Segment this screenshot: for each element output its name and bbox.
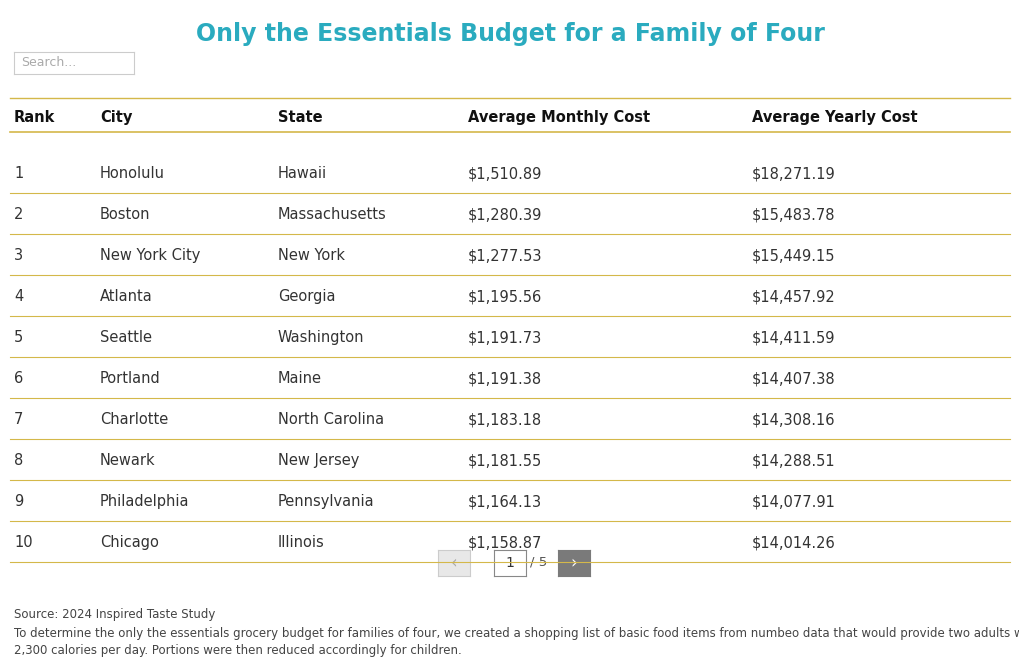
Text: New York: New York	[278, 248, 344, 263]
Text: $1,181.55: $1,181.55	[468, 454, 542, 468]
Text: 6: 6	[14, 371, 23, 386]
Text: Source: 2024 Inspired Taste Study: Source: 2024 Inspired Taste Study	[14, 608, 215, 621]
Text: New Jersey: New Jersey	[278, 454, 359, 468]
Text: / 5: / 5	[530, 555, 547, 569]
Text: Average Yearly Cost: Average Yearly Cost	[751, 110, 917, 125]
Text: Boston: Boston	[100, 207, 151, 222]
Text: $14,077.91: $14,077.91	[751, 494, 835, 509]
Text: $1,183.18: $1,183.18	[468, 412, 541, 428]
Text: 3: 3	[14, 248, 23, 263]
Text: $14,457.92: $14,457.92	[751, 289, 835, 305]
Text: $14,308.16: $14,308.16	[751, 412, 835, 428]
Text: $1,195.56: $1,195.56	[468, 289, 542, 305]
Text: Newark: Newark	[100, 454, 156, 468]
Text: $14,014.26: $14,014.26	[751, 535, 835, 551]
Text: 9: 9	[14, 494, 23, 509]
Text: Maine: Maine	[278, 371, 322, 386]
Text: Average Monthly Cost: Average Monthly Cost	[468, 110, 649, 125]
Text: 2,300 calories per day. Portions were then reduced accordingly for children.: 2,300 calories per day. Portions were th…	[14, 644, 462, 657]
Text: $14,407.38: $14,407.38	[751, 371, 835, 386]
Text: Only the Essentials Budget for a Family of Four: Only the Essentials Budget for a Family …	[196, 22, 823, 46]
Text: $1,158.87: $1,158.87	[468, 535, 542, 551]
Text: $1,510.89: $1,510.89	[468, 166, 542, 182]
Text: Georgia: Georgia	[278, 289, 335, 305]
Text: North Carolina: North Carolina	[278, 412, 384, 428]
Text: $14,288.51: $14,288.51	[751, 454, 835, 468]
Text: $15,449.15: $15,449.15	[751, 248, 835, 263]
Text: 8: 8	[14, 454, 23, 468]
Text: Massachusetts: Massachusetts	[278, 207, 386, 222]
Text: Philadelphia: Philadelphia	[100, 494, 190, 509]
Text: 2: 2	[14, 207, 23, 222]
Text: 4: 4	[14, 289, 23, 305]
Text: Portland: Portland	[100, 371, 161, 386]
Text: Atlanta: Atlanta	[100, 289, 153, 305]
Text: City: City	[100, 110, 132, 125]
Text: Search...: Search...	[21, 57, 76, 70]
Text: Rank: Rank	[14, 110, 55, 125]
Text: Washington: Washington	[278, 331, 364, 345]
Text: 5: 5	[14, 331, 23, 345]
Text: $1,164.13: $1,164.13	[468, 494, 541, 509]
Text: $1,277.53: $1,277.53	[468, 248, 542, 263]
Text: $18,271.19: $18,271.19	[751, 166, 835, 182]
Text: Seattle: Seattle	[100, 331, 152, 345]
Text: 1: 1	[14, 166, 23, 182]
Text: Charlotte: Charlotte	[100, 412, 168, 428]
Text: Hawaii: Hawaii	[278, 166, 327, 182]
Text: Honolulu: Honolulu	[100, 166, 165, 182]
Text: 10: 10	[14, 535, 33, 551]
Text: Pennsylvania: Pennsylvania	[278, 494, 374, 509]
Text: $14,411.59: $14,411.59	[751, 331, 835, 345]
Text: $15,483.78: $15,483.78	[751, 207, 835, 222]
Text: Chicago: Chicago	[100, 535, 159, 551]
Text: $1,191.73: $1,191.73	[468, 331, 542, 345]
Text: $1,280.39: $1,280.39	[468, 207, 542, 222]
Text: ‹: ‹	[450, 554, 457, 572]
Text: State: State	[278, 110, 322, 125]
Text: New York City: New York City	[100, 248, 200, 263]
Text: $1,191.38: $1,191.38	[468, 371, 541, 386]
Text: 7: 7	[14, 412, 23, 428]
Text: ›: ›	[570, 554, 577, 572]
Text: To determine the only the essentials grocery budget for families of four, we cre: To determine the only the essentials gro…	[14, 627, 1019, 640]
Text: 1: 1	[505, 556, 514, 570]
Text: Illinois: Illinois	[278, 535, 324, 551]
